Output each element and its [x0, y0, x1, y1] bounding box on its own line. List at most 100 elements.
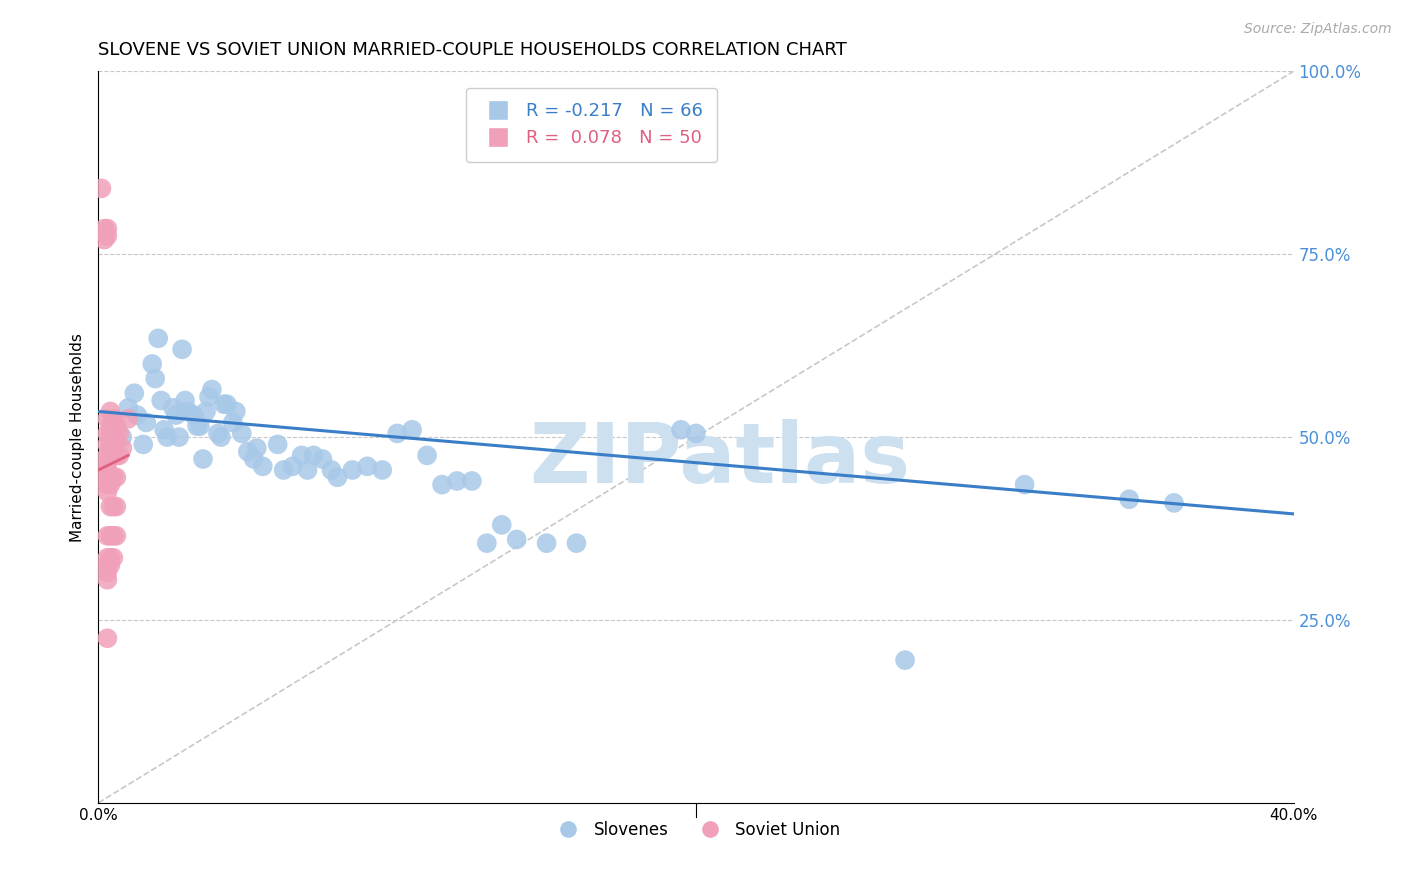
Point: [96, 412, 118, 426]
Point: [96, 632, 118, 646]
Text: Source: ZipAtlas.com: Source: ZipAtlas.com: [1244, 22, 1392, 37]
Point: [117, 401, 139, 415]
Point: [96, 456, 118, 470]
Point: [669, 423, 692, 437]
Point: [96, 463, 118, 477]
Point: [105, 434, 128, 448]
Point: [98, 500, 122, 514]
Point: [117, 412, 139, 426]
Point: [212, 397, 235, 411]
Point: [105, 500, 128, 514]
Point: [98, 426, 122, 441]
Point: [98, 558, 122, 573]
Point: [1163, 496, 1185, 510]
Point: [108, 426, 131, 441]
Point: [371, 463, 394, 477]
Point: [103, 500, 125, 514]
Point: [103, 434, 125, 448]
Point: [105, 419, 128, 434]
Point: [105, 448, 128, 462]
Point: [96, 573, 118, 587]
Point: [506, 533, 529, 547]
Point: [186, 419, 208, 434]
Point: [90, 181, 112, 195]
Text: SLOVENE VS SOVIET UNION MARRIED-COUPLE HOUSEHOLDS CORRELATION CHART: SLOVENE VS SOVIET UNION MARRIED-COUPLE H…: [98, 41, 848, 59]
Point: [209, 430, 232, 444]
Point: [475, 536, 498, 550]
Point: [311, 452, 333, 467]
Point: [246, 441, 269, 455]
Point: [291, 448, 314, 462]
Point: [231, 426, 253, 441]
Point: [281, 459, 304, 474]
Point: [446, 474, 468, 488]
Point: [1014, 477, 1036, 491]
Point: [536, 536, 558, 550]
Point: [188, 419, 211, 434]
Point: [98, 529, 122, 543]
Point: [98, 470, 122, 484]
Point: [111, 441, 134, 455]
Point: [174, 393, 197, 408]
Point: [172, 343, 194, 357]
Point: [96, 221, 118, 235]
Point: [96, 228, 118, 243]
Point: [93, 233, 115, 247]
Point: [103, 426, 125, 441]
Point: [342, 463, 364, 477]
Point: [98, 477, 122, 491]
Point: [93, 221, 115, 235]
Point: [98, 404, 122, 418]
Point: [105, 529, 128, 543]
Point: [103, 550, 125, 565]
Point: [141, 357, 163, 371]
Point: [243, 452, 266, 467]
Point: [416, 448, 439, 462]
Point: [105, 470, 128, 484]
Point: [207, 426, 229, 441]
Point: [96, 437, 118, 451]
Point: [103, 412, 125, 426]
Point: [273, 463, 295, 477]
Point: [96, 485, 118, 500]
Point: [356, 459, 378, 474]
Text: ZIPatlas: ZIPatlas: [530, 418, 910, 500]
Point: [326, 470, 349, 484]
Point: [132, 437, 155, 451]
Point: [198, 390, 221, 404]
Point: [297, 463, 319, 477]
Point: [98, 434, 122, 448]
Point: [565, 536, 588, 550]
Point: [156, 430, 179, 444]
Y-axis label: Married-couple Households: Married-couple Households: [69, 333, 84, 541]
Point: [167, 430, 190, 444]
Point: [143, 371, 166, 385]
Point: [96, 550, 118, 565]
Point: [98, 448, 122, 462]
Point: [96, 566, 118, 580]
Point: [103, 416, 125, 430]
Point: [225, 404, 247, 418]
Point: [685, 426, 707, 441]
Point: [124, 386, 146, 401]
Point: [108, 448, 131, 462]
Point: [236, 444, 259, 458]
Point: [252, 459, 274, 474]
Point: [195, 404, 218, 418]
Point: [103, 470, 125, 484]
Point: [267, 437, 290, 451]
Point: [491, 517, 513, 532]
Point: [215, 397, 238, 411]
Point: [165, 408, 187, 422]
Point: [96, 470, 118, 484]
Point: [96, 529, 118, 543]
Point: [302, 448, 325, 462]
Point: [98, 419, 122, 434]
Point: [148, 331, 170, 345]
Point: [162, 401, 184, 415]
Point: [96, 448, 118, 462]
Point: [321, 463, 343, 477]
Point: [222, 416, 245, 430]
Point: [96, 477, 118, 491]
Point: [461, 474, 484, 488]
